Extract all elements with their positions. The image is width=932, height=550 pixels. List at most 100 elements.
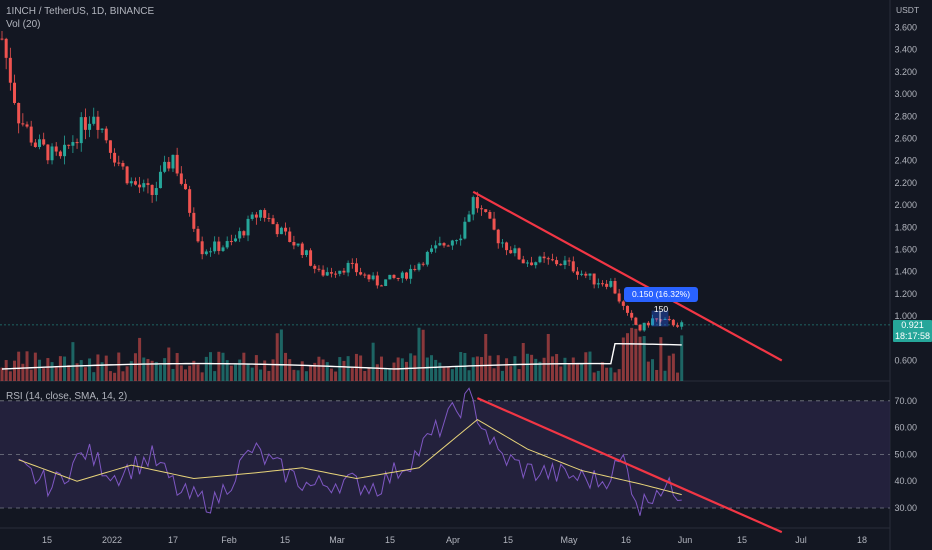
volume-legend[interactable]: Vol (20) (6, 19, 41, 30)
price-tick-label: 0.600 (894, 356, 917, 366)
volume-bar (325, 362, 329, 381)
volume-bar (634, 328, 638, 381)
candle-body (29, 126, 33, 143)
candle-body (167, 161, 171, 169)
candle-body (413, 268, 417, 270)
candle-body (67, 144, 71, 146)
candle-body (304, 250, 308, 256)
volume-bar (642, 336, 646, 381)
candle-body (21, 123, 25, 125)
candle-body (359, 272, 363, 275)
rsi-tick-label: 70.00 (894, 396, 917, 406)
candle-body (71, 142, 75, 146)
volume-bar (292, 369, 296, 381)
candle-body (430, 248, 434, 252)
volume-bar (234, 364, 238, 381)
candle-body (438, 243, 442, 246)
candle-body (596, 283, 600, 285)
candle-body (25, 124, 29, 127)
candle-body (209, 251, 212, 253)
rsi-tick-label: 30.00 (894, 503, 917, 513)
volume-bar (446, 366, 450, 381)
candle-body (534, 262, 538, 266)
candle-body (259, 210, 263, 218)
volume-bar (0, 367, 4, 381)
candle-body (421, 263, 425, 265)
candle-body (525, 262, 529, 264)
price-tick-label: 1.400 (894, 267, 917, 277)
volume-bar (584, 352, 588, 381)
last-price: 0.921 (901, 320, 924, 330)
candle-body (254, 214, 258, 218)
candle-body (158, 171, 162, 189)
volume-bar (417, 327, 421, 381)
candle-body (450, 240, 454, 246)
volume-bar (113, 372, 117, 381)
volume-bar (484, 333, 488, 381)
candle-body (496, 229, 500, 244)
volume-bar (534, 358, 538, 381)
candle-body (213, 241, 217, 252)
volume-bar (363, 370, 367, 381)
candle-body (242, 231, 246, 236)
candle-body (142, 183, 146, 188)
candle-body (392, 274, 396, 278)
volume-bar (463, 352, 467, 381)
candle-body (563, 260, 567, 265)
volume-bar (538, 361, 542, 381)
volume-bar (58, 356, 62, 381)
volume-bar (525, 353, 529, 381)
candle-body (513, 248, 517, 254)
bar-countdown: 18:17:58 (894, 331, 931, 341)
volume-bar (238, 359, 242, 381)
volume-bar (496, 355, 500, 381)
volume-bar (600, 362, 604, 381)
price-tick-label: 2.600 (894, 134, 917, 144)
volume-bar (442, 367, 446, 381)
volume-bar (384, 368, 388, 381)
volume-bar (651, 359, 655, 381)
rsi-tick-label: 40.00 (894, 476, 917, 486)
price-tick-label: 1.800 (894, 222, 917, 232)
candle-body (271, 218, 275, 225)
volume-bar (100, 362, 104, 381)
volume-bar (667, 355, 671, 381)
candle-body (354, 263, 358, 273)
candle-body (171, 154, 175, 169)
time-tick-label: Jun (678, 535, 693, 545)
candle-body (646, 322, 650, 326)
volume-bar (42, 368, 46, 381)
candle-body (33, 142, 37, 147)
volume-bar (567, 363, 571, 381)
volume-bar (146, 359, 150, 381)
candle-body (88, 123, 92, 130)
volume-bar (300, 361, 304, 381)
candle-body (150, 184, 154, 195)
volume-bar (171, 368, 175, 381)
volume-bar (517, 369, 521, 381)
volume-bar (92, 372, 96, 381)
volume-bar (571, 357, 575, 381)
candle-body (642, 322, 646, 331)
volume-bar (4, 360, 8, 381)
symbol-legend[interactable]: 1INCH / TetherUS, 1D, BINANCE (6, 6, 155, 17)
rsi-tick-label: 50.00 (894, 449, 917, 459)
volume-bar (592, 372, 596, 381)
candle-body (200, 241, 204, 255)
rsi-legend[interactable]: RSI (14, close, SMA, 14, 2) (6, 391, 128, 402)
candle-body (329, 272, 333, 274)
volume-bar (13, 360, 17, 381)
volume-bar (309, 365, 313, 381)
candle-body (626, 305, 629, 313)
volume-bar (626, 333, 629, 381)
candle-body (667, 318, 671, 320)
candle-body (634, 317, 638, 325)
candle-body (196, 228, 200, 242)
candle-body (680, 322, 684, 327)
candle-body (425, 251, 429, 265)
volume-bar (438, 362, 442, 381)
volume-bar (450, 369, 454, 381)
price-tick-label: 3.400 (894, 45, 917, 55)
candle-body (275, 224, 279, 235)
